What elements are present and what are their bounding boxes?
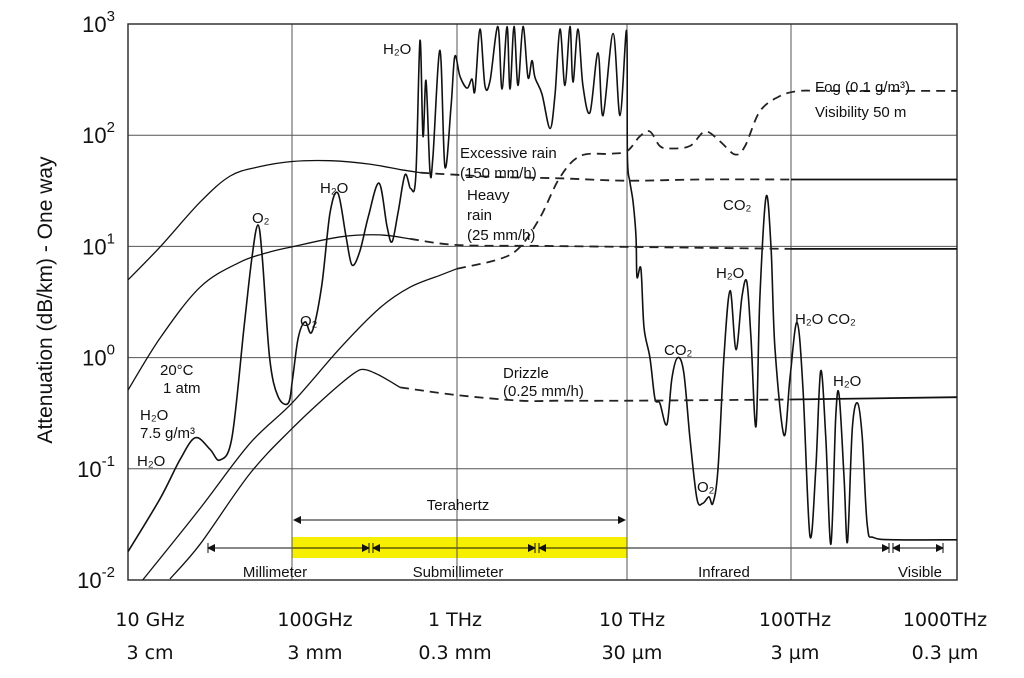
annotation-label: (25 mm/h) xyxy=(467,227,535,244)
annotation-label: O₂ xyxy=(300,313,318,330)
series-1-solid-line xyxy=(128,159,421,281)
annotation-label: H₂O xyxy=(140,407,168,424)
x-tick-wavelength: 0.3 mm xyxy=(418,642,491,664)
annotation-label: H₂O xyxy=(320,180,348,197)
x-tick-frequency: 100THz xyxy=(759,609,831,631)
annotation-label: rain xyxy=(467,207,492,224)
y-tick-label: 103 xyxy=(82,8,115,37)
y-axis-label: Attenuation (dB/km) - One way xyxy=(34,156,57,444)
region-label: Infrared xyxy=(698,564,750,581)
annotation-label: Drizzle xyxy=(503,365,549,382)
annotation-label: Excessive rain xyxy=(460,145,557,162)
x-tick-frequency: 100GHz xyxy=(277,609,352,631)
label-layer: 103 102 101 100 10-1 10-210 GHz 3 cm 100GHz 3 mm… xyxy=(34,8,987,664)
annotation-label: H₂O xyxy=(383,41,411,58)
region-label: Submillimeter xyxy=(413,564,504,581)
x-tick-frequency: 10 GHz xyxy=(115,609,184,631)
clear-air-attenuation-line xyxy=(128,25,957,553)
annotation-label: 1 atm xyxy=(163,380,201,397)
series-layer xyxy=(128,25,957,580)
x-tick-wavelength: 3 cm xyxy=(126,642,173,664)
annotation-label: H₂O xyxy=(716,265,744,282)
series-3-solid-line xyxy=(169,368,401,580)
series-2-dashed-line xyxy=(409,237,792,250)
series-4-solid-line xyxy=(142,268,458,580)
y-tick-label: 10-2 xyxy=(77,564,115,593)
x-tick-wavelength: 3 µm xyxy=(771,642,820,664)
x-tick-frequency: 10 THz xyxy=(599,609,665,631)
x-tick-wavelength: 30 µm xyxy=(602,642,663,664)
annotation-label: Visibility 50 m xyxy=(815,104,906,121)
y-tick-label: 100 xyxy=(82,342,115,371)
series-1-dashed-line xyxy=(420,171,792,182)
region-label: Visible xyxy=(898,564,942,581)
band-layer xyxy=(207,516,944,558)
annotation-label: 20°C xyxy=(160,362,194,379)
series-2-solid-line xyxy=(128,234,411,391)
annotation-label: CO₂ xyxy=(723,197,752,214)
annotation-label: H₂O CO₂ xyxy=(795,311,856,328)
y-tick-label: 101 xyxy=(82,230,115,259)
x-tick-frequency: 1000THz xyxy=(903,609,987,631)
plot-frame xyxy=(127,23,958,581)
annotation-label: Heavy xyxy=(467,187,510,204)
y-tick-label: 10-1 xyxy=(77,453,115,482)
x-tick-wavelength: 0.3 µm xyxy=(912,642,979,664)
x-tick-frequency: 1 THz xyxy=(428,609,482,631)
y-tick-label: 102 xyxy=(82,119,115,148)
annotation-label: (0.25 mm/h) xyxy=(503,383,584,400)
region-label: Millimeter xyxy=(243,564,307,581)
annotation-label: O₂ xyxy=(252,210,270,227)
series-3-dashed-line xyxy=(399,386,792,402)
grid-layer xyxy=(127,23,958,581)
series-4-dashed-line xyxy=(456,89,957,270)
terahertz-label: Terahertz xyxy=(427,497,490,514)
annotation-label: (150 mm/h) xyxy=(460,165,537,182)
series-3-solid-tail-line xyxy=(790,396,957,401)
annotation-label: Fog (0.1 g/m³) xyxy=(815,79,910,96)
annotation-label: O₂ xyxy=(697,479,715,496)
annotation-label: H₂O xyxy=(137,453,165,470)
annotation-label: CO₂ xyxy=(664,342,693,359)
x-tick-wavelength: 3 mm xyxy=(287,642,342,664)
annotation-label: H₂O xyxy=(833,373,861,390)
annotation-label: 7.5 g/m³ xyxy=(140,425,195,442)
